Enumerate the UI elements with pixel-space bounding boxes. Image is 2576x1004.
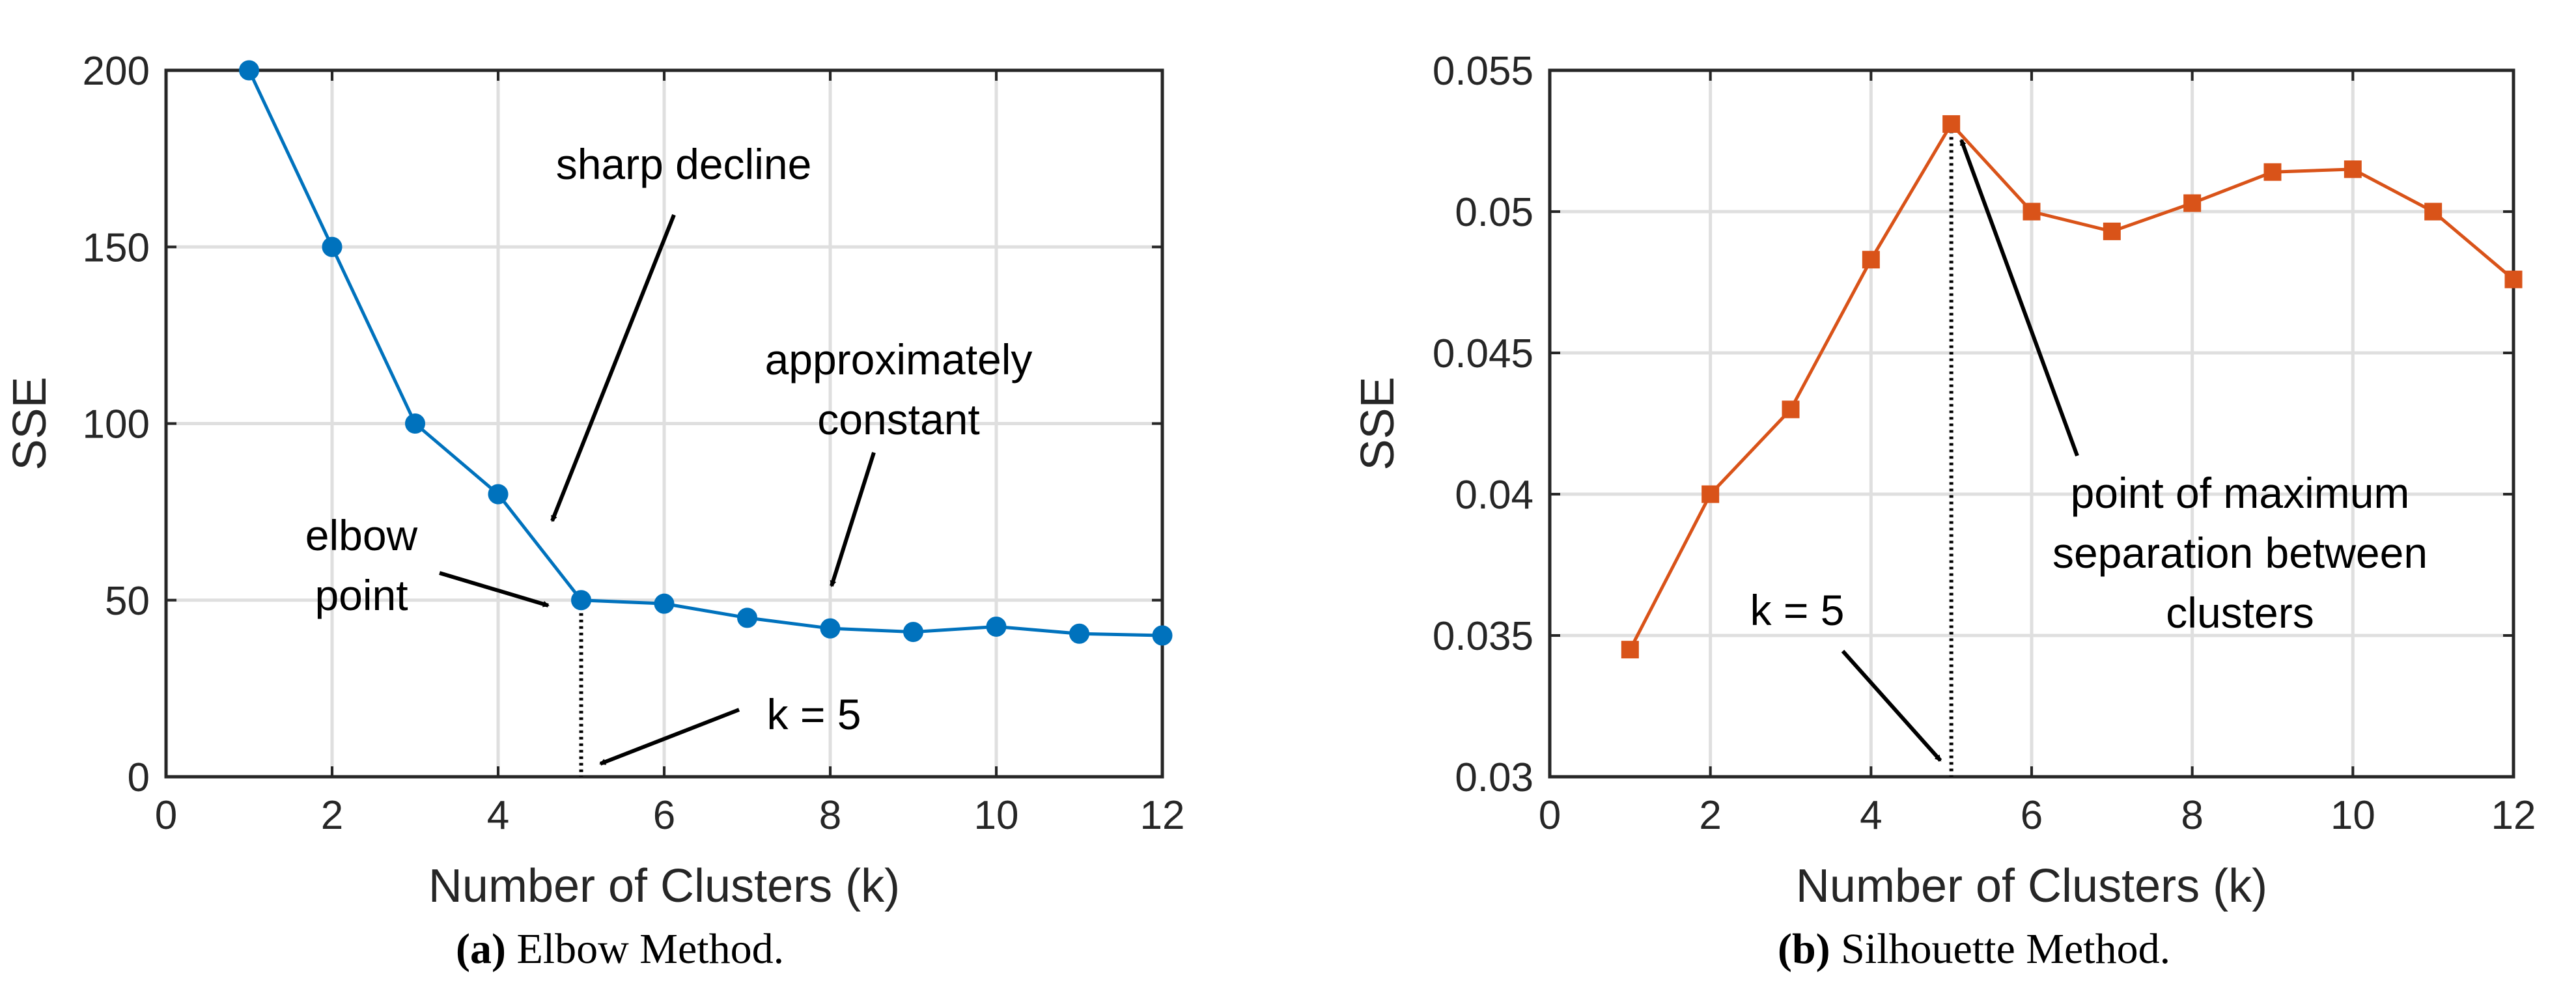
caption-a-text: Elbow Method. (516, 925, 785, 973)
silhouette-ytick-label-5: 0.055 (1433, 49, 1533, 94)
elbow-xtick-label-4: 8 (819, 793, 841, 838)
elbow-point-11 (1069, 623, 1089, 644)
elbow-xtick-label-5: 10 (974, 793, 1019, 838)
annotation-max-separation-line-2: separation between (2052, 529, 2428, 577)
elbow-xtick-label-2: 4 (487, 793, 509, 838)
silhouette-ytick-label-1: 0.035 (1433, 614, 1533, 659)
silhouette-xtick-label-3: 6 (2021, 793, 2043, 838)
silhouette-ytick-label-0: 0.03 (1455, 755, 1533, 800)
silhouette-xtick-label-2: 4 (1860, 793, 1882, 838)
arrow-k5-elbow (599, 708, 740, 766)
elbow-point-5 (571, 590, 591, 611)
elbow-point-8 (820, 618, 841, 639)
annotation-elbow-point-line-1: elbow (305, 511, 418, 559)
elbow-xtick-label-3: 6 (653, 793, 675, 838)
elbow-xtick-label-1: 2 (321, 793, 343, 838)
elbow-point-12 (1152, 625, 1173, 646)
elbow-series-line (247, 69, 1163, 637)
elbow-ytick-label-1: 50 (105, 579, 150, 624)
arrow-max-separation (1959, 139, 2079, 457)
silhouette-chart-panel: 0 2 4 6 8 10 12 0.03 0.035 0.04 0.045 0.05 0.055 Numb… (1352, 49, 2536, 912)
elbow-point-2 (322, 236, 343, 257)
elbow-chart-panel: 0 2 4 6 8 10 12 0 50 100 150 200 Number of Clusters … (4, 49, 1184, 912)
annotation-elbow-point-line-2: point (315, 571, 408, 619)
silhouette-point-10 (2344, 160, 2362, 178)
elbow-ylabel: SSE (4, 376, 56, 470)
elbow-xlabel: Number of Clusters (k) (428, 860, 900, 912)
silhouette-xtick-label-4: 8 (2181, 793, 2203, 838)
annotation-approx-constant-line-1: approximately (765, 335, 1033, 383)
silhouette-point-7 (2103, 222, 2121, 240)
caption-a: (a) Elbow Method. (456, 925, 784, 974)
silhouette-series-line (1629, 121, 2515, 650)
silhouette-xtick-label-0: 0 (1539, 793, 1561, 838)
silhouette-point-11 (2424, 202, 2443, 221)
elbow-ytick-label-0: 0 (128, 755, 150, 800)
elbow-ytick-label-2: 100 (83, 402, 150, 447)
silhouette-xtick-label-1: 2 (1699, 793, 1721, 838)
elbow-point-10 (986, 616, 1007, 637)
silhouette-point-2 (1701, 485, 1720, 503)
silhouette-ytick-label-2: 0.04 (1455, 473, 1533, 518)
annotation-max-separation-line-3: clusters (2166, 589, 2314, 637)
caption-b-tag: (b) (1778, 925, 1830, 973)
elbow-point-7 (737, 607, 757, 628)
elbow-xtick-label-6: 12 (1140, 793, 1185, 838)
elbow-ytick-label-4: 200 (83, 49, 150, 94)
caption-a-tag: (a) (456, 925, 506, 973)
annotation-k5-elbow-line-1: k = 5 (767, 690, 861, 738)
annotation-max-separation-line-1: point of maximum (2071, 469, 2410, 517)
silhouette-xtick-label-6: 12 (2491, 793, 2536, 838)
caption-b-text: Silhouette Method. (1841, 925, 2171, 973)
silhouette-xtick-label-5: 10 (2331, 793, 2375, 838)
silhouette-point-5 (1942, 115, 1961, 133)
silhouette-point-9 (2263, 163, 2282, 181)
silhouette-point-12 (2504, 270, 2523, 288)
elbow-point-3 (405, 413, 425, 434)
silhouette-ylabel: SSE (1352, 376, 1404, 470)
silhouette-ytick-label-4: 0.05 (1455, 190, 1533, 235)
arrow-elbow-point (439, 571, 550, 607)
silhouette-ytick-label-3: 0.045 (1433, 331, 1533, 376)
elbow-point-1 (239, 60, 259, 81)
arrow-approx-constant (830, 452, 876, 587)
silhouette-point-3 (1782, 400, 1800, 419)
arrow-sharp-decline (550, 214, 676, 522)
silhouette-xlabel: Number of Clusters (k) (1796, 860, 2267, 912)
elbow-point-6 (654, 593, 675, 614)
silhouette-point-1 (1621, 641, 1639, 659)
elbow-point-9 (903, 622, 923, 643)
elbow-xtick-label-0: 0 (155, 793, 177, 838)
annotation-sharp-decline-line-1: sharp decline (556, 140, 812, 188)
silhouette-point-8 (2183, 194, 2202, 212)
elbow-point-4 (488, 484, 509, 505)
elbow-ytick-label-3: 150 (83, 225, 150, 270)
silhouette-point-4 (1862, 251, 1880, 269)
caption-b: (b) Silhouette Method. (1778, 925, 2170, 974)
annotation-approx-constant-line-2: constant (817, 395, 980, 443)
silhouette-point-6 (2023, 202, 2041, 221)
annotation-k5-silhouette-line-1: k = 5 (1750, 586, 1845, 634)
arrow-k5-silhouette (1841, 650, 1942, 762)
